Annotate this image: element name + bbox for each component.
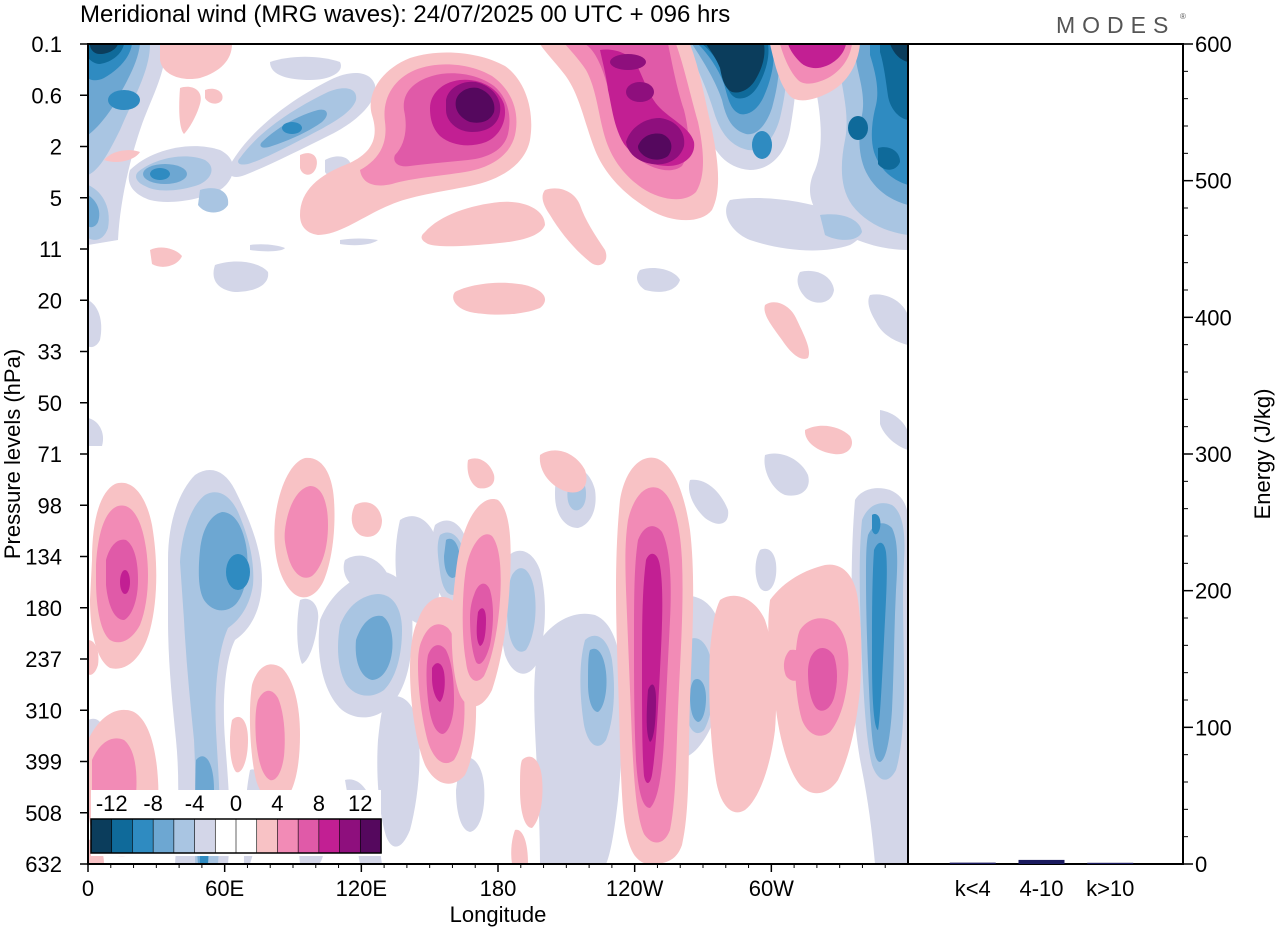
longitude-tick-label: 60E — [205, 876, 244, 901]
colorbar-cell — [90, 818, 113, 854]
colorbar-label: -12 — [96, 791, 128, 816]
pos-right-maximum — [540, 44, 719, 221]
colorbar-cell — [256, 818, 279, 854]
pos-trop-col-60W-right — [709, 564, 862, 813]
energy-bar — [1018, 859, 1065, 864]
pos-lower-strato-streaks — [421, 188, 853, 455]
colorbar-frame — [90, 818, 382, 854]
modes-logo: MODES — [1056, 12, 1175, 38]
colorbar-cell — [194, 818, 216, 854]
energy-axis-label: Energy (J/kg) — [1250, 389, 1275, 520]
pressure-axis: 0.1 0.6 2 5 11 20 33 50 71 98 134 180 237 310 399 508 63… — [25, 32, 88, 877]
colorbar-cell — [297, 818, 320, 854]
energy-bar — [1087, 862, 1134, 864]
neg-top-center — [675, 44, 796, 170]
colorbar-cell — [235, 818, 258, 854]
colorbar-cell — [173, 818, 196, 854]
pos-trop-col-130W — [616, 457, 694, 864]
energy-tick-label: 600 — [1195, 32, 1232, 57]
energy-tick-label: 400 — [1195, 305, 1232, 330]
pressure-tick-label: 33 — [38, 340, 62, 365]
colorbar-label: 12 — [348, 791, 372, 816]
colorbar-labels: -12 -8 -4 0 4 8 12 — [96, 791, 373, 816]
colorbar-cell — [152, 818, 175, 854]
longitude-tick-label: 60W — [749, 876, 794, 901]
longitude-tick-label: 120W — [606, 876, 664, 901]
energy-tick-label: 100 — [1195, 715, 1232, 740]
energy-x-labels: k<4 4-10 k>10 — [955, 876, 1135, 901]
colorbar-cell — [339, 818, 361, 854]
pos-center-maximum — [300, 52, 532, 235]
colorbar-cell — [214, 818, 237, 854]
pressure-tick-label: 310 — [25, 698, 62, 723]
pos-trop-misc — [88, 450, 587, 864]
pressure-tick-label: 71 — [38, 442, 62, 467]
longitude-tick-label: 0 — [82, 876, 94, 901]
pos-trop-col-170E — [410, 458, 511, 784]
colorbar-label: 8 — [313, 791, 325, 816]
energy-category-label: k>10 — [1086, 876, 1134, 901]
neg-top-right — [726, 44, 908, 251]
logo-registered-mark: ® — [1180, 12, 1186, 21]
neg-upper-band-1 — [128, 146, 234, 213]
heatmap-panel — [87, 43, 909, 865]
colorbar: -12 -8 -4 0 4 8 12 — [90, 790, 382, 856]
figure-title: Meridional wind (MRG waves): 24/07/2025 … — [80, 1, 730, 28]
pos-trop-col-90E — [229, 457, 335, 804]
colorbar-label: -8 — [143, 791, 163, 816]
neg-top-left — [88, 44, 166, 245]
pressure-tick-label: 0.6 — [31, 83, 62, 108]
colorbar-label: -4 — [185, 791, 205, 816]
energy-bar — [949, 862, 996, 864]
pressure-tick-label: 134 — [25, 545, 62, 570]
pressure-tick-label: 180 — [25, 596, 62, 621]
energy-category-label: 4-10 — [1019, 876, 1063, 901]
pressure-tick-label: 11 — [39, 237, 62, 262]
pressure-tick-label: 2 — [50, 135, 62, 160]
colorbar-cell — [359, 818, 382, 854]
energy-y-axis: 0 100 200 300 400 500 600 — [1183, 32, 1232, 877]
pressure-tick-label: 98 — [38, 493, 62, 518]
pressure-tick-label: 632 — [25, 852, 62, 877]
pressure-tick-label: 20 — [38, 288, 62, 313]
energy-panel: k<4 4-10 k>10 0 100 200 300 400 500 600 — [907, 32, 1232, 901]
neg-upper-band-2 — [228, 56, 376, 179]
longitude-tick-label: 120E — [336, 876, 387, 901]
x-axis-label: Longitude — [450, 902, 547, 927]
pos-top-right-lobe — [770, 44, 860, 101]
pressure-tick-label: 50 — [38, 391, 62, 416]
pressure-tick-label: 399 — [25, 750, 62, 775]
colorbar-cell — [132, 818, 154, 854]
colorbar-cell — [318, 818, 341, 854]
pos-upper-left-streaks — [104, 44, 317, 267]
colorbar-cell — [277, 818, 299, 854]
energy-tick-label: 0 — [1195, 852, 1207, 877]
pressure-tick-label: 0.1 — [31, 32, 62, 57]
energy-bars — [949, 859, 1134, 864]
energy-tick-label: 200 — [1195, 579, 1232, 604]
pressure-tick-label: 508 — [25, 801, 62, 826]
colorbar-label: 0 — [230, 791, 242, 816]
pressure-tick-label: 237 — [25, 647, 62, 672]
y-axis-label: Pressure levels (hPa) — [0, 349, 25, 559]
neg-lower-strato-streaks — [88, 238, 908, 450]
energy-category-label: k<4 — [955, 876, 991, 901]
energy-frame — [907, 43, 1184, 865]
neg-trop-col-180 — [377, 516, 485, 847]
colorbar-cells — [90, 818, 382, 854]
neg-trop-col-right-edge — [851, 488, 908, 864]
colorbar-cell — [111, 818, 134, 854]
longitude-tick-label: 180 — [480, 876, 517, 901]
longitude-axis: 0 60E 120E 180 120W 60W — [82, 864, 886, 901]
colorbar-label: 4 — [271, 791, 283, 816]
pressure-tick-label: 5 — [50, 186, 62, 211]
energy-tick-label: 500 — [1195, 169, 1232, 194]
energy-tick-label: 300 — [1195, 442, 1232, 467]
